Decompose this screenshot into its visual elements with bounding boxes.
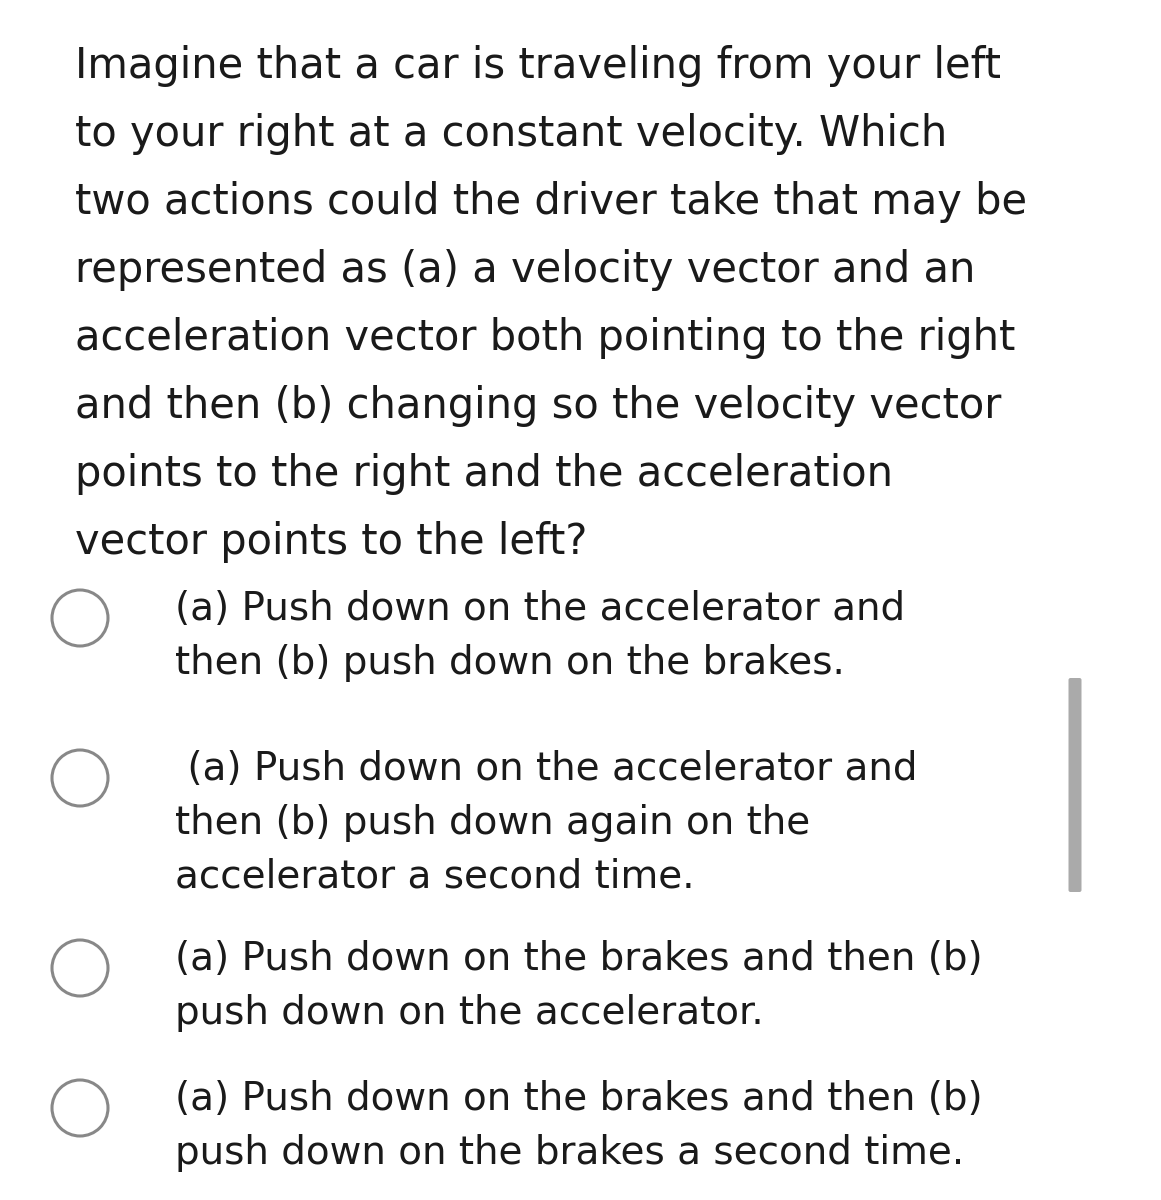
Text: points to the right and the acceleration: points to the right and the acceleration (75, 452, 893, 494)
Text: then (b) push down again on the: then (b) push down again on the (175, 804, 810, 842)
Circle shape (52, 1080, 108, 1136)
Text: push down on the accelerator.: push down on the accelerator. (175, 994, 764, 1032)
Text: represented as (a) a velocity vector and an: represented as (a) a velocity vector and… (75, 248, 975, 290)
FancyBboxPatch shape (1068, 678, 1082, 892)
Circle shape (52, 750, 108, 806)
Text: and then (b) changing so the velocity vector: and then (b) changing so the velocity ve… (75, 385, 1002, 427)
Text: (a) Push down on the accelerator and: (a) Push down on the accelerator and (175, 590, 906, 628)
Text: to your right at a constant velocity. Which: to your right at a constant velocity. Wh… (75, 113, 947, 155)
Circle shape (52, 590, 108, 646)
Circle shape (52, 940, 108, 996)
Text: push down on the brakes a second time.: push down on the brakes a second time. (175, 1134, 965, 1172)
Text: accelerator a second time.: accelerator a second time. (175, 858, 694, 896)
Text: Imagine that a car is traveling from your left: Imagine that a car is traveling from you… (75, 44, 1001, 86)
Text: acceleration vector both pointing to the right: acceleration vector both pointing to the… (75, 317, 1016, 359)
Text: vector points to the left?: vector points to the left? (75, 521, 587, 563)
Text: (a) Push down on the brakes and then (b): (a) Push down on the brakes and then (b) (175, 940, 982, 978)
Text: (a) Push down on the brakes and then (b): (a) Push down on the brakes and then (b) (175, 1080, 982, 1118)
Text: two actions could the driver take that may be: two actions could the driver take that m… (75, 181, 1027, 223)
Text: then (b) push down on the brakes.: then (b) push down on the brakes. (175, 644, 845, 682)
Text: (a) Push down on the accelerator and: (a) Push down on the accelerator and (175, 750, 917, 788)
